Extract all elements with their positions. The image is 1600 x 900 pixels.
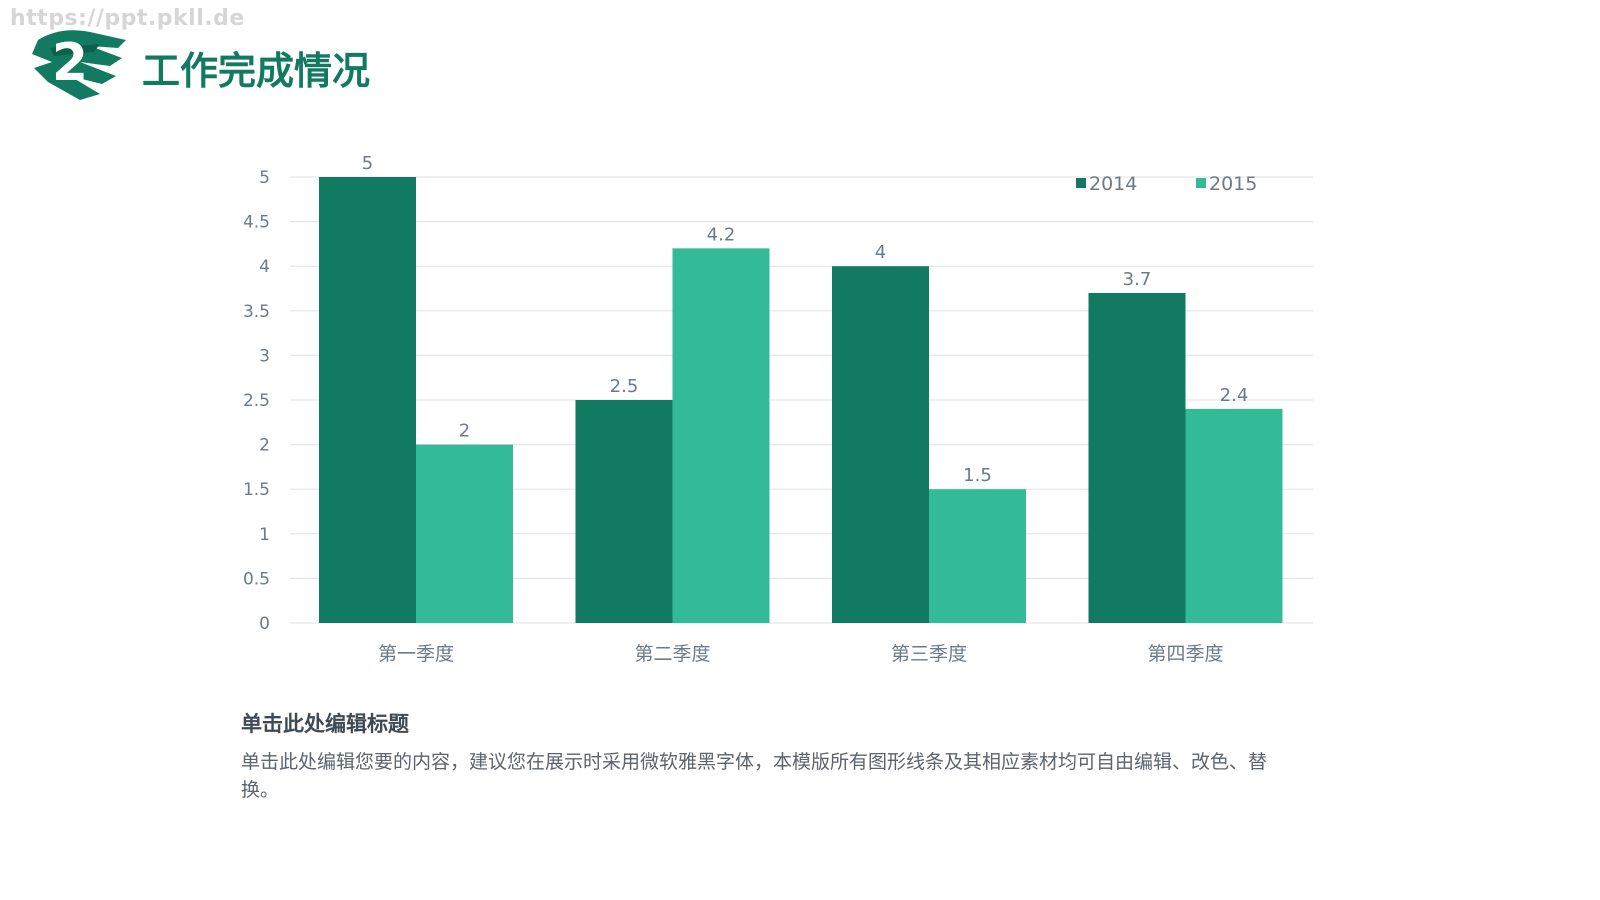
legend-swatch [1196, 178, 1206, 188]
data-label: 5 [362, 153, 373, 174]
category-label: 第三季度 [891, 643, 967, 665]
y-tick-label: 0 [259, 614, 270, 634]
bar-2015-3 [929, 489, 1026, 623]
section-number-badge: 2 [32, 30, 126, 101]
data-label: 4 [875, 242, 886, 263]
category-label: 第二季度 [634, 643, 710, 665]
y-tick-label: 5 [259, 168, 270, 188]
legend-swatch [1076, 178, 1086, 188]
category-label: 第四季度 [1147, 643, 1223, 665]
watermark: https://ppt.pkll.de [10, 6, 245, 31]
data-label: 1.5 [963, 465, 992, 486]
y-tick-label: 3 [259, 346, 270, 366]
bar-chart: 0 0.5 1 1.5 2 2.5 3 3.5 4 4.5 5 5 2 2.5 4.2 4 1.5 3.7 2.4… [243, 153, 1313, 665]
y-tick-label: 4.5 [243, 213, 270, 233]
bar-2014-2 [575, 400, 673, 623]
bar-2014-3 [832, 266, 929, 623]
data-label: 2 [459, 421, 470, 442]
y-tick-label: 2.5 [243, 391, 270, 411]
y-tick-label: 2 [259, 436, 270, 456]
bars [319, 177, 1283, 624]
legend-label: 2014 [1089, 173, 1137, 195]
legend: 2014 2015 [1076, 173, 1257, 195]
bar-2014-1 [319, 177, 416, 623]
data-label: 4.2 [707, 224, 736, 245]
y-tick-label: 4 [259, 257, 270, 277]
bar-2015-4 [1185, 408, 1283, 623]
y-tick-label: 1.5 [243, 480, 270, 500]
category-label: 第一季度 [378, 643, 454, 665]
y-tick-label: 3.5 [243, 302, 270, 322]
data-label: 2.5 [610, 376, 639, 397]
caption-body: 单击此处编辑您要的内容，建议您在展示时采用微软雅黑字体，本模版所有图形线条及其相… [241, 751, 1268, 801]
data-label: 3.7 [1123, 269, 1152, 290]
category-labels: 第一季度 第二季度 第三季度 第四季度 [378, 643, 1224, 665]
bar-2014-4 [1088, 292, 1186, 623]
page-title: 工作完成情况 [142, 49, 371, 93]
data-labels: 5 2 2.5 4.2 4 1.5 3.7 2.4 [362, 153, 1249, 486]
caption-heading: 单击此处编辑标题 [241, 712, 409, 736]
y-tick-label: 1 [259, 525, 270, 545]
y-axis-ticks: 0 0.5 1 1.5 2 2.5 3 3.5 4 4.5 5 [243, 168, 270, 634]
bar-2015-2 [672, 248, 770, 624]
y-tick-label: 0.5 [243, 569, 270, 589]
section-number: 2 [52, 33, 88, 93]
bar-2015-1 [416, 444, 513, 623]
legend-label: 2015 [1209, 173, 1257, 195]
data-label: 2.4 [1220, 385, 1249, 406]
